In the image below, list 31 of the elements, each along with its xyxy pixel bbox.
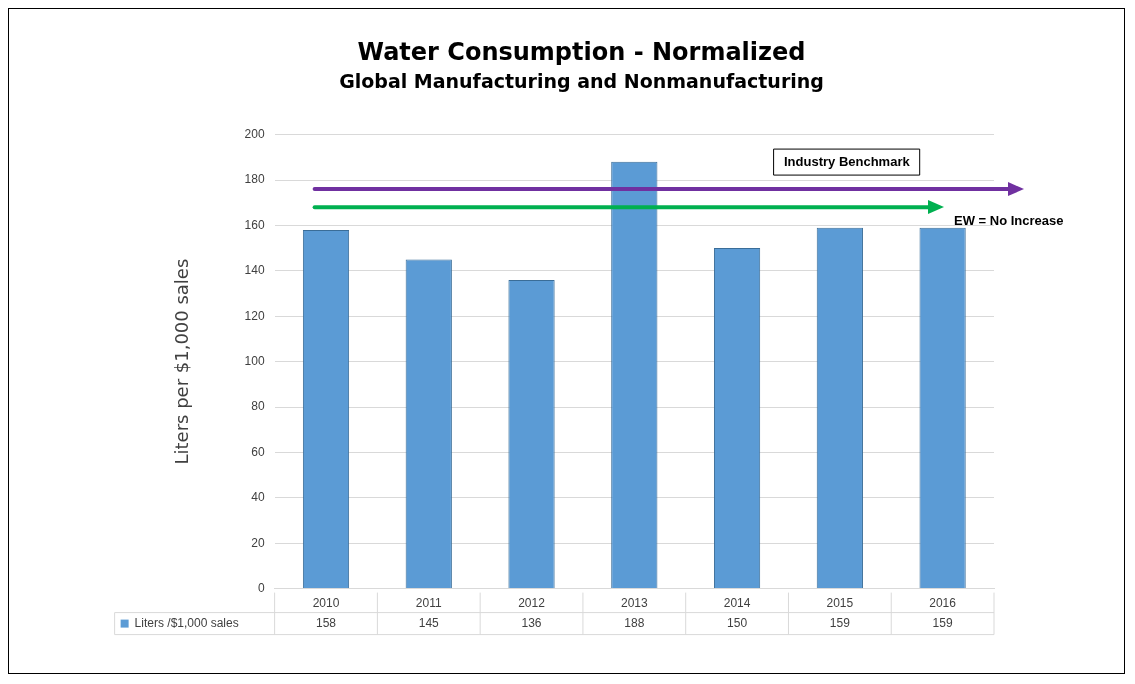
x-tick-label: 2014 [723,596,751,611]
y-tick-label: 20 [251,535,265,550]
y-axis-title: Liters per $1,000 sales [171,258,193,465]
chart-subtitle: Global Manufacturing and Nonmanufacturing [339,70,824,93]
chart-title: Water Consumption - Normalized [357,37,806,66]
y-tick-label: 100 [244,353,265,368]
y-tick-label: 120 [244,308,265,323]
y-tick-label: 200 [244,126,265,141]
data-label: 159 [829,615,851,630]
data-label: 150 [727,615,748,630]
y-tick-label: 80 [251,399,265,414]
x-tick-label: 2011 [415,596,442,611]
data-label: 159 [932,615,953,630]
x-tick-label: 2012 [518,596,546,611]
x-tick-label: 2013 [620,596,648,611]
y-tick-label: 60 [251,444,265,459]
data-label: 136 [521,615,542,630]
x-tick-label: 2016 [929,596,957,611]
ref-line-label: EW = No Increase [954,212,1064,228]
y-tick-label: 160 [244,217,265,232]
data-label: 145 [418,615,440,630]
data-label: 188 [624,615,645,630]
y-tick-label: 180 [244,172,265,187]
legend-label: Liters /$1,000 sales [134,615,239,630]
y-tick-label: 140 [244,263,265,278]
y-tick-label: 0 [257,580,265,595]
x-tick-label: 2010 [312,596,340,611]
x-tick-label: 2015 [826,596,854,611]
data-label: 158 [315,615,337,630]
ref-line-label: Industry Benchmark [784,153,911,169]
y-tick-label: 40 [251,490,265,505]
